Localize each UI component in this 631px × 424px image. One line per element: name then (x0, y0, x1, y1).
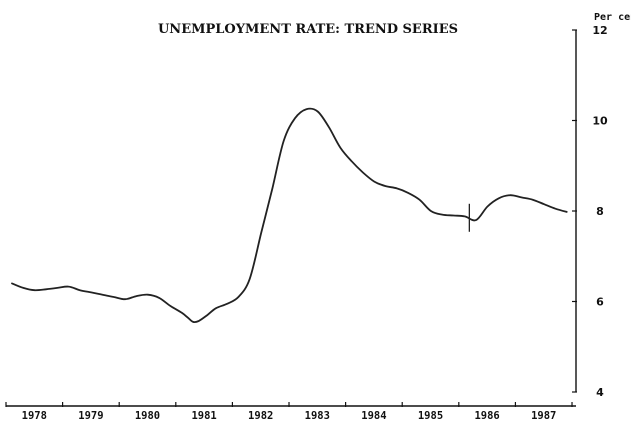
y-tick-label: 6 (596, 296, 604, 309)
y-tick-label: 12 (592, 24, 607, 37)
plot-area: 4 6 8 10 12 1978 1979 1980 1981 1982 1983 1984 1985 1… (5, 24, 608, 422)
chart-title: UNEMPLOYMENT RATE: TREND SERIES (158, 22, 458, 37)
y-tick-label: 4 (596, 386, 604, 399)
y-axis-unit-label: Per cent (594, 12, 631, 23)
x-tick-label: 1981 (191, 410, 216, 422)
x-tick-label: 1986 (474, 410, 499, 422)
x-tick-label: 1978 (22, 410, 47, 422)
y-tick-label: 10 (592, 115, 608, 128)
x-tick-label: 1980 (135, 410, 160, 422)
series-line (11, 107, 568, 324)
x-tick-label: 1979 (78, 410, 103, 422)
x-tick-label: 1984 (361, 410, 386, 422)
x-tick-label: 1983 (305, 410, 330, 422)
x-tick-label: 1987 (531, 410, 556, 422)
x-tick-label: 1985 (418, 410, 443, 422)
x-tick-label: 1982 (248, 410, 273, 422)
y-tick-label: 8 (596, 205, 604, 218)
